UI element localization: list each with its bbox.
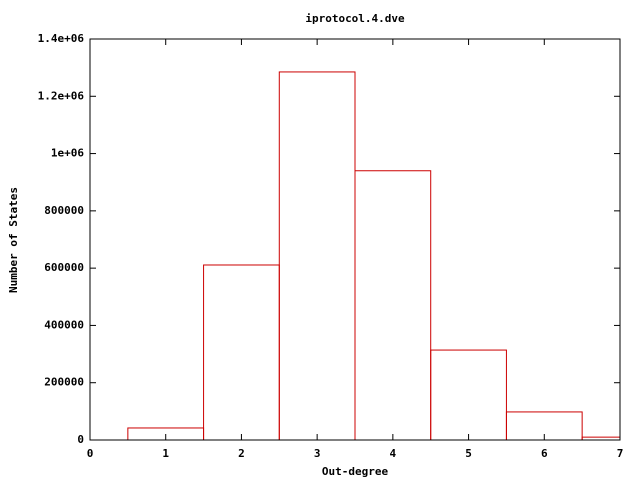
x-tick-label: 5: [465, 447, 472, 460]
y-tick-label: 800000: [44, 204, 84, 217]
bar: [203, 264, 280, 440]
x-tick-label: 6: [541, 447, 548, 460]
x-tick-label: 7: [617, 447, 624, 460]
plot-area: [127, 71, 620, 440]
bar: [581, 436, 620, 440]
plot-border: [89, 38, 621, 441]
y-tick-label: 1.2e+06: [38, 89, 85, 102]
y-axis-label: Number of States: [7, 187, 20, 293]
x-tick-label: 0: [87, 447, 94, 460]
y-tick-label: 1e+06: [51, 147, 84, 160]
x-tick-label: 2: [238, 447, 245, 460]
y-tick-label: 200000: [44, 376, 84, 389]
chart-title: iprotocol.4.dve: [305, 12, 405, 25]
x-axis-label: Out-degree: [322, 465, 389, 478]
bar: [278, 71, 356, 440]
y-tick-label: 400000: [44, 318, 84, 331]
y-tick-label: 0: [77, 433, 84, 446]
bar: [430, 349, 507, 440]
x-tick-label: 4: [390, 447, 397, 460]
bar: [354, 170, 432, 440]
y-tick-label: 1.4e+06: [38, 32, 85, 45]
x-tick-label: 1: [162, 447, 169, 460]
y-tick-label: 600000: [44, 261, 84, 274]
x-tick-label: 3: [314, 447, 321, 460]
